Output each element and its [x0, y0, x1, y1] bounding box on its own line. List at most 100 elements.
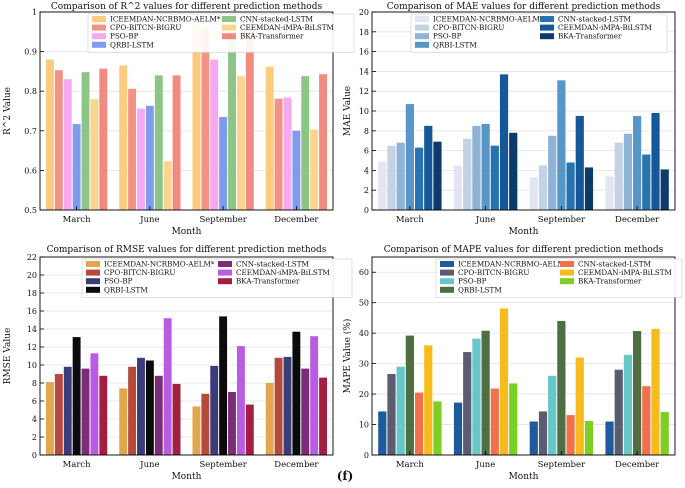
- y-tick-label: 0.9: [24, 48, 37, 57]
- bar: [90, 353, 99, 455]
- legend-swatch: [222, 33, 236, 40]
- bar: [509, 132, 518, 210]
- bar: [81, 368, 90, 455]
- bar: [463, 352, 472, 455]
- bar: [274, 98, 283, 210]
- bar: [509, 383, 518, 455]
- x-tick-label: December: [615, 460, 660, 470]
- legend-box: [87, 13, 355, 53]
- bar: [72, 337, 81, 455]
- y-axis-label: R^2 Value: [3, 87, 13, 135]
- legend-swatch: [218, 261, 232, 267]
- bar: [424, 345, 433, 455]
- bar: [99, 375, 108, 455]
- bar: [154, 375, 163, 455]
- x-tick-label: September: [199, 460, 247, 470]
- bar: [566, 162, 575, 210]
- bar: [387, 145, 396, 210]
- legend-swatch: [415, 41, 429, 48]
- legend-label: CEEMDAN-iMPA-BiLSTM: [558, 23, 652, 32]
- bar: [575, 115, 584, 210]
- y-tick-label: 4: [364, 166, 369, 175]
- legend-swatch: [218, 278, 232, 285]
- bar: [145, 105, 154, 210]
- bar: [605, 176, 614, 210]
- legend-swatch: [415, 33, 429, 40]
- bar: [310, 129, 319, 210]
- legend-swatch: [440, 278, 454, 285]
- rmse-chart: Comparison of RMSE values for different …: [3, 245, 353, 482]
- bar: [45, 59, 54, 210]
- bar: [63, 79, 72, 210]
- bar: [433, 401, 442, 455]
- legend-label: CEEMDAN-iMPA-BiLSTM: [236, 268, 330, 277]
- legend-label: PSO-BP: [104, 277, 133, 286]
- bar: [538, 411, 548, 455]
- x-tick-label: December: [274, 460, 319, 470]
- bar: [472, 125, 481, 210]
- legend-label: CEEMDAN-iMPA-BiLSTM: [578, 268, 672, 277]
- bar: [119, 65, 128, 211]
- bar: [245, 27, 254, 211]
- bar: [548, 135, 557, 210]
- bar: [623, 133, 633, 210]
- legend-swatch: [92, 41, 106, 48]
- bar: [490, 388, 499, 455]
- bar: [557, 80, 566, 210]
- legend-swatch: [540, 16, 554, 22]
- y-tick-label: 18: [359, 28, 369, 37]
- y-tick-label: 20: [359, 8, 369, 17]
- plot-frame: [371, 256, 676, 456]
- bar: [378, 161, 387, 210]
- bar: [137, 108, 145, 210]
- x-tick-label: December: [615, 215, 660, 225]
- bar: [145, 360, 154, 455]
- legend-label: ICEEMDAN-NCRBMO-AELM*: [110, 15, 221, 24]
- bar: [192, 406, 201, 455]
- legend-label: QRBI-LSTM: [433, 40, 477, 49]
- y-axis-label: MAE Value: [343, 86, 353, 136]
- legend-label: CPO-BITCN-BIGRU: [110, 23, 181, 32]
- bar: [228, 392, 236, 455]
- r2-chart: Comparison of R^2 values for different p…: [3, 2, 355, 237]
- legend-label: CNN-stacked-LSTM: [578, 260, 651, 269]
- legend-swatch: [92, 33, 106, 40]
- bar: [265, 66, 274, 210]
- bar: [405, 335, 414, 455]
- bar: [424, 125, 433, 210]
- bar: [137, 357, 145, 455]
- bar: [128, 88, 137, 210]
- bar: [236, 76, 245, 210]
- x-axis-label: Month: [509, 472, 539, 482]
- legend-swatch: [86, 261, 100, 267]
- bar: [54, 374, 63, 455]
- bar: [274, 357, 283, 455]
- legend-label: CPO-BITCN-BIGRU: [458, 268, 529, 277]
- legend-swatch: [415, 16, 429, 22]
- y-tick-label: 6: [364, 147, 369, 156]
- bar: [45, 382, 54, 455]
- bar: [453, 402, 463, 455]
- bar: [283, 356, 292, 455]
- legend-swatch: [415, 24, 429, 31]
- bar: [210, 365, 219, 455]
- legend-label: QRBI-LSTM: [104, 285, 148, 294]
- y-tick-label: 20: [27, 271, 37, 280]
- plot-frame: [39, 11, 334, 211]
- bar: [283, 97, 292, 210]
- legend-swatch: [222, 24, 236, 31]
- legend-box: [410, 13, 668, 53]
- legend-label: QRBI-LSTM: [458, 285, 502, 294]
- legend-swatch: [92, 16, 106, 22]
- legend-swatch: [540, 24, 554, 31]
- bar: [463, 138, 472, 210]
- bar: [236, 346, 245, 455]
- bar: [219, 316, 228, 455]
- y-tick-label: 12: [27, 343, 37, 352]
- x-tick-label: March: [63, 215, 92, 225]
- y-tick-label: 20: [359, 390, 369, 399]
- legend-swatch: [440, 261, 454, 267]
- y-tick-label: 14: [359, 67, 369, 76]
- bar: [605, 421, 614, 455]
- bar: [292, 331, 301, 455]
